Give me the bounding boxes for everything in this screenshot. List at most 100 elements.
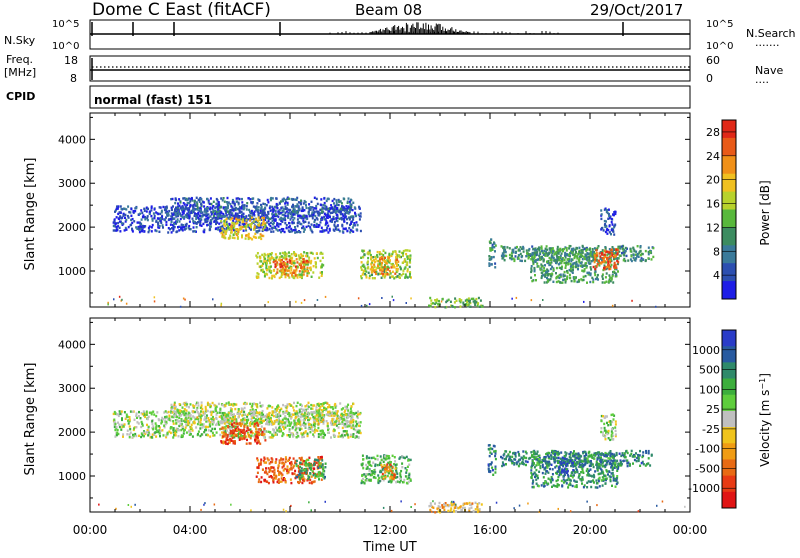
echo-cell bbox=[352, 231, 354, 233]
echo-cell bbox=[534, 270, 536, 272]
echo-cell bbox=[614, 254, 616, 256]
echo-cell bbox=[192, 230, 194, 232]
echo-cell bbox=[282, 273, 284, 275]
echo-cell bbox=[146, 414, 148, 416]
echo-cell bbox=[263, 271, 265, 273]
echo-cell bbox=[293, 262, 295, 264]
echo-cell bbox=[251, 405, 253, 407]
nsearch-tick-bottom: 10^0 bbox=[706, 41, 733, 52]
echo-cell bbox=[606, 266, 608, 268]
echo-cell bbox=[312, 209, 314, 211]
echo-cell bbox=[264, 258, 266, 260]
echo-cell bbox=[157, 222, 159, 224]
echo-cell bbox=[362, 256, 364, 258]
echo-cell bbox=[470, 306, 472, 308]
echo-cell bbox=[330, 204, 332, 206]
echo-cell bbox=[346, 212, 348, 214]
echo-cell bbox=[352, 424, 354, 426]
echo-cell bbox=[385, 262, 387, 264]
echo-cell bbox=[556, 267, 558, 269]
echo-cell bbox=[212, 432, 214, 434]
echo-cell bbox=[488, 255, 490, 257]
echo-cell bbox=[576, 255, 578, 257]
echo-cell bbox=[615, 211, 617, 213]
echo-cell bbox=[207, 410, 209, 412]
echo-cell bbox=[156, 411, 158, 413]
echo-cell bbox=[361, 261, 363, 263]
echo-cell bbox=[304, 200, 306, 202]
echo-cell bbox=[252, 408, 254, 410]
echo-cell bbox=[407, 276, 409, 278]
echo-cell bbox=[141, 230, 143, 232]
echo-cell bbox=[608, 264, 610, 266]
echo-cell bbox=[286, 253, 288, 255]
echo-cell bbox=[586, 252, 588, 254]
nave-dots: ···· bbox=[755, 76, 769, 89]
echo-cell bbox=[541, 247, 543, 249]
echo-cell bbox=[384, 257, 386, 259]
echo-cell bbox=[238, 408, 240, 410]
nsky-trace bbox=[90, 22, 690, 36]
echo-cell bbox=[655, 306, 657, 308]
echo-cell bbox=[343, 220, 345, 222]
echo-cell bbox=[346, 408, 348, 410]
echo-cell bbox=[340, 213, 342, 215]
echo-cell bbox=[331, 412, 333, 414]
echo-cell bbox=[125, 219, 127, 221]
echo-cell bbox=[207, 434, 209, 436]
echo-cell bbox=[197, 206, 199, 208]
echo-cell bbox=[338, 201, 340, 203]
echo-cell bbox=[231, 226, 233, 228]
echo-cell bbox=[594, 274, 596, 276]
echo-cell bbox=[147, 215, 149, 217]
echo-cell bbox=[525, 255, 527, 257]
echo-cell bbox=[279, 409, 281, 411]
echo-cell bbox=[293, 402, 295, 404]
echo-cell bbox=[135, 426, 137, 428]
echo-cell bbox=[436, 300, 438, 302]
echo-cell bbox=[266, 269, 268, 271]
echo-cell bbox=[599, 252, 601, 254]
echo-cell bbox=[350, 229, 352, 231]
echo-cell bbox=[537, 248, 539, 250]
echo-cell bbox=[196, 226, 198, 228]
echo-cell bbox=[381, 297, 383, 299]
echo-cell bbox=[303, 227, 305, 229]
echo-cell bbox=[402, 255, 404, 257]
echo-cell bbox=[273, 270, 275, 272]
echo-cell bbox=[205, 426, 207, 428]
echo-cell bbox=[349, 231, 351, 233]
echo-cell bbox=[336, 210, 338, 212]
echo-cell bbox=[338, 211, 340, 213]
echo-cell bbox=[159, 435, 161, 437]
echo-cell bbox=[402, 262, 404, 264]
echo-cell bbox=[306, 275, 308, 277]
echo-cell bbox=[604, 256, 606, 258]
echo-cell bbox=[176, 416, 178, 418]
echo-cell bbox=[243, 411, 245, 413]
echo-cell bbox=[503, 246, 505, 248]
echo-cell bbox=[183, 432, 185, 434]
echo-cell bbox=[326, 227, 328, 229]
echo-cell bbox=[171, 408, 173, 410]
echo-cell bbox=[393, 299, 395, 301]
echo-cell bbox=[258, 206, 260, 208]
echo-cell bbox=[555, 272, 557, 274]
echo-cell bbox=[294, 422, 296, 424]
echo-cell bbox=[311, 252, 313, 254]
echo-cell bbox=[278, 423, 280, 425]
echo-cell bbox=[260, 260, 262, 262]
echo-cell bbox=[232, 237, 234, 239]
echo-cell bbox=[179, 220, 181, 222]
echo-cell bbox=[562, 279, 564, 281]
echo-cell bbox=[310, 407, 312, 409]
echo-cell bbox=[592, 248, 594, 250]
echo-cell bbox=[273, 227, 275, 229]
echo-cell bbox=[559, 248, 561, 250]
echo-cell bbox=[206, 224, 208, 226]
echo-cell bbox=[586, 272, 588, 274]
echo-cell bbox=[379, 251, 381, 253]
echo-cell bbox=[119, 220, 121, 222]
echo-cell bbox=[141, 212, 143, 214]
echo-cell bbox=[191, 197, 193, 199]
